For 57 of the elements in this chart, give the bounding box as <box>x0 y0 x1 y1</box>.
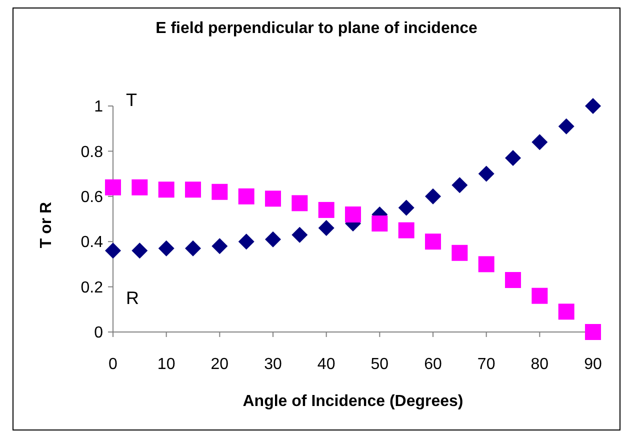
point <box>105 179 121 196</box>
point <box>532 134 548 150</box>
point <box>425 234 441 250</box>
point <box>132 179 148 196</box>
point <box>105 242 121 259</box>
point <box>398 200 414 216</box>
point <box>212 238 228 254</box>
annotation: R <box>126 288 139 308</box>
point <box>478 166 494 182</box>
point <box>132 242 148 259</box>
x-tick-label: 10 <box>157 356 176 373</box>
point <box>238 234 254 250</box>
x-tick-label: 20 <box>210 356 229 373</box>
y-tick-label: 0 <box>94 324 104 342</box>
point <box>452 244 468 261</box>
point <box>585 324 601 340</box>
point <box>478 256 494 272</box>
point <box>505 272 521 288</box>
point <box>372 216 388 232</box>
x-tick-label: 80 <box>530 356 549 373</box>
point <box>292 226 308 243</box>
point <box>345 206 361 222</box>
y-tick-label: 0.6 <box>80 189 104 206</box>
point <box>318 220 334 236</box>
x-tick-label: 40 <box>317 356 336 373</box>
point <box>585 98 601 114</box>
point <box>292 195 308 212</box>
point <box>425 188 441 204</box>
point <box>212 184 228 200</box>
chart-title: E field perpendicular to plane of incidence <box>156 20 478 37</box>
point <box>238 188 254 204</box>
point <box>158 240 174 256</box>
y-tick-label: 0.2 <box>80 279 104 296</box>
point <box>452 177 468 194</box>
point <box>505 150 521 166</box>
x-tick-label: 90 <box>584 356 602 373</box>
point <box>185 182 201 198</box>
point <box>558 304 574 320</box>
point <box>398 222 414 238</box>
x-tick-label: 30 <box>264 356 282 373</box>
point <box>265 190 281 207</box>
y-axis-title: T or R <box>38 201 55 248</box>
point <box>158 182 174 198</box>
y-tick-label: 0.4 <box>80 234 104 252</box>
annotation: T <box>126 90 137 110</box>
point <box>185 240 201 256</box>
x-tick-label: 50 <box>370 356 389 373</box>
point <box>558 118 574 134</box>
y-tick-label: 1 <box>94 98 104 116</box>
point <box>532 288 548 304</box>
x-tick-label: 70 <box>477 356 496 373</box>
point <box>318 202 334 218</box>
y-tick-label: 0.8 <box>80 144 104 161</box>
x-tick-label: 0 <box>108 356 118 373</box>
point <box>265 231 281 248</box>
x-tick-label: 60 <box>424 356 442 373</box>
x-axis-title: Angle of Incidence (Degrees) <box>242 393 464 410</box>
